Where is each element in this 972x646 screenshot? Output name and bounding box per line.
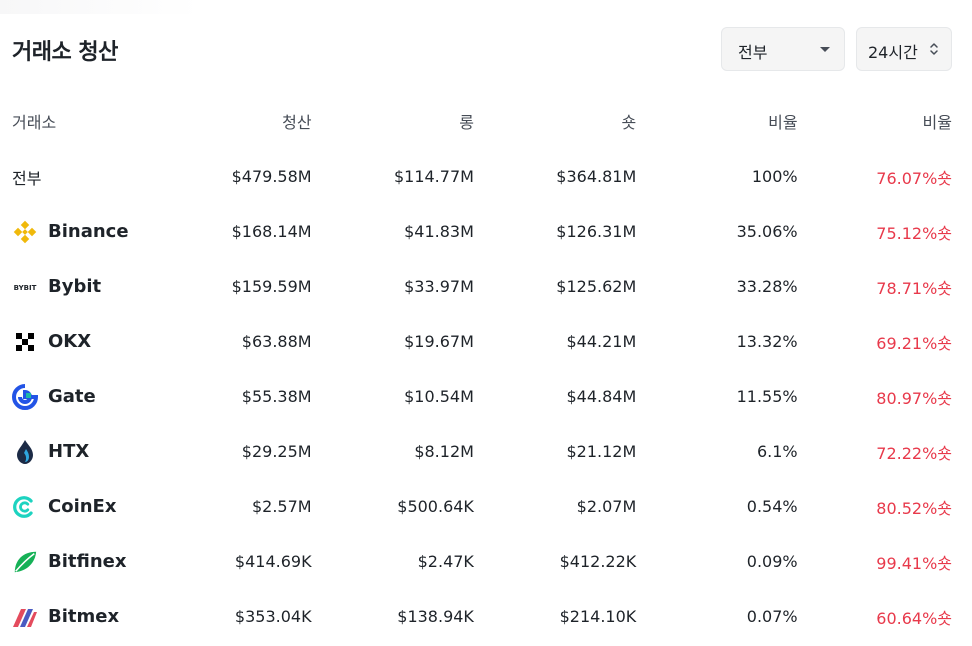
period-filter-value: 24시간 bbox=[868, 43, 918, 62]
column-header-ratio[interactable]: 비율 bbox=[922, 113, 952, 132]
table-row[interactable]: OKX $63.88M $19.67M $44.21M 13.32% 69.21… bbox=[0, 314, 960, 369]
liquidation-value: $55.38M bbox=[241, 387, 312, 406]
liquidation-value: $63.88M bbox=[241, 332, 312, 351]
short-value: $44.84M bbox=[566, 387, 637, 406]
liquidation-value: $353.04K bbox=[234, 607, 312, 626]
table-row-total: 전부 $479.58M $114.77M $364.81M 100% 76.07… bbox=[0, 149, 960, 204]
column-header-exchange[interactable]: 거래소 bbox=[12, 113, 57, 132]
exchange-name: Bitmex bbox=[48, 606, 120, 627]
table-row[interactable]: HTX $29.25M $8.12M $21.12M 6.1% 72.22%숏 bbox=[0, 424, 960, 479]
period-filter-select[interactable]: 24시간 bbox=[856, 27, 952, 71]
share-value: 0.07% bbox=[746, 607, 798, 626]
bitfinex-logo-icon bbox=[12, 549, 38, 575]
long-value: $19.67M bbox=[404, 332, 474, 351]
exchange-name: Binance bbox=[48, 221, 129, 242]
liquidation-value: $414.69K bbox=[234, 552, 312, 571]
short-value: $21.12M bbox=[566, 442, 637, 461]
ratio-value: 80.52%숏 bbox=[876, 498, 952, 518]
table-row[interactable]: Binance $168.14M $41.83M $126.31M 35.06%… bbox=[0, 204, 960, 259]
ratio-value: 76.07%숏 bbox=[876, 168, 952, 188]
coinex-logo-icon bbox=[12, 494, 38, 520]
exchange-name: 전부 bbox=[12, 168, 42, 188]
table-row[interactable]: Bitfinex $414.69K $2.47K $412.22K 0.09% … bbox=[0, 534, 960, 589]
share-value: 11.55% bbox=[736, 387, 798, 406]
short-value: $214.10K bbox=[559, 607, 637, 626]
exchange-name: CoinEx bbox=[48, 496, 117, 517]
share-value: 35.06% bbox=[736, 222, 798, 241]
long-value: $138.94K bbox=[397, 607, 474, 626]
ratio-value: 99.41%숏 bbox=[876, 553, 952, 573]
page-title: 거래소 청산 bbox=[12, 40, 118, 65]
chevron-up-down-icon bbox=[930, 43, 938, 55]
liquidation-value: $159.59M bbox=[231, 277, 312, 296]
table-row[interactable]: Bitmex $353.04K $138.94K $214.10K 0.07% … bbox=[0, 589, 960, 644]
long-value: $114.77M bbox=[393, 167, 474, 186]
exchange-name: Bitfinex bbox=[48, 551, 127, 572]
exchange-filter-select[interactable]: 전부 bbox=[721, 27, 845, 71]
ratio-value: 80.97%숏 bbox=[876, 388, 952, 408]
ratio-value: 72.22%숏 bbox=[876, 443, 952, 463]
gate-logo-icon bbox=[12, 383, 38, 410]
bitmex-logo-icon bbox=[12, 604, 38, 630]
share-value: 33.28% bbox=[736, 277, 798, 296]
share-value: 0.09% bbox=[746, 552, 798, 571]
share-value: 6.1% bbox=[756, 442, 798, 461]
table-row[interactable]: CoinEx $2.57M $500.64K $2.07M 0.54% 80.5… bbox=[0, 479, 960, 534]
liquidation-table: 거래소 청산 롱 숏 비율 비율 전부 $479.58M $114.77M $3… bbox=[0, 93, 960, 644]
caret-down-icon bbox=[820, 47, 830, 52]
ratio-value: 75.12%숏 bbox=[876, 223, 952, 243]
exchange-filter-value: 전부 bbox=[738, 43, 768, 62]
table-row[interactable]: Gate $55.38M $10.54M $44.84M 11.55% 80.9… bbox=[0, 369, 960, 424]
short-value: $126.31M bbox=[556, 222, 637, 241]
long-value: $500.64K bbox=[397, 497, 474, 516]
share-value: 0.54% bbox=[746, 497, 798, 516]
ratio-value: 69.21%숏 bbox=[876, 333, 952, 353]
short-value: $412.22K bbox=[559, 552, 637, 571]
svg-text:BYBIT: BYBIT bbox=[14, 284, 37, 292]
long-value: $10.54M bbox=[404, 387, 474, 406]
bybit-logo-icon: BYBIT bbox=[12, 274, 38, 300]
column-header-short[interactable]: 숏 bbox=[621, 113, 637, 132]
table-header-row: 거래소 청산 롱 숏 비율 비율 bbox=[0, 93, 960, 149]
long-value: $2.47K bbox=[417, 552, 474, 571]
exchange-name: Bybit bbox=[48, 276, 102, 297]
short-value: $44.21M bbox=[566, 332, 637, 351]
liquidation-value: $29.25M bbox=[241, 442, 312, 461]
liquidation-value: $479.58M bbox=[231, 167, 312, 186]
share-value: 100% bbox=[751, 167, 798, 186]
long-value: $33.97M bbox=[404, 277, 474, 296]
exchange-name: HTX bbox=[48, 441, 90, 462]
column-header-long[interactable]: 롱 bbox=[459, 113, 474, 132]
exchange-name: OKX bbox=[48, 331, 92, 352]
top-fade-decoration bbox=[0, 0, 200, 14]
header: 거래소 청산 전부 24시간 bbox=[0, 26, 972, 74]
long-value: $8.12M bbox=[414, 442, 474, 461]
table-row[interactable]: BYBIT Bybit $159.59M $33.97M $125.62M 33… bbox=[0, 259, 960, 314]
ratio-value: 60.64%숏 bbox=[876, 608, 952, 628]
okx-logo-icon bbox=[12, 329, 38, 355]
share-value: 13.32% bbox=[736, 332, 798, 351]
liquidation-value: $2.57M bbox=[251, 497, 312, 516]
column-header-liquidation[interactable]: 청산 bbox=[282, 113, 312, 132]
column-header-share[interactable]: 비율 bbox=[768, 113, 798, 132]
short-value: $364.81M bbox=[556, 167, 637, 186]
short-value: $125.62M bbox=[556, 277, 637, 296]
htx-logo-icon bbox=[12, 439, 38, 465]
long-value: $41.83M bbox=[404, 222, 474, 241]
binance-logo-icon bbox=[12, 219, 38, 245]
ratio-value: 78.71%숏 bbox=[876, 278, 952, 298]
exchange-name: Gate bbox=[48, 386, 96, 407]
short-value: $2.07M bbox=[576, 497, 637, 516]
liquidation-value: $168.14M bbox=[231, 222, 312, 241]
